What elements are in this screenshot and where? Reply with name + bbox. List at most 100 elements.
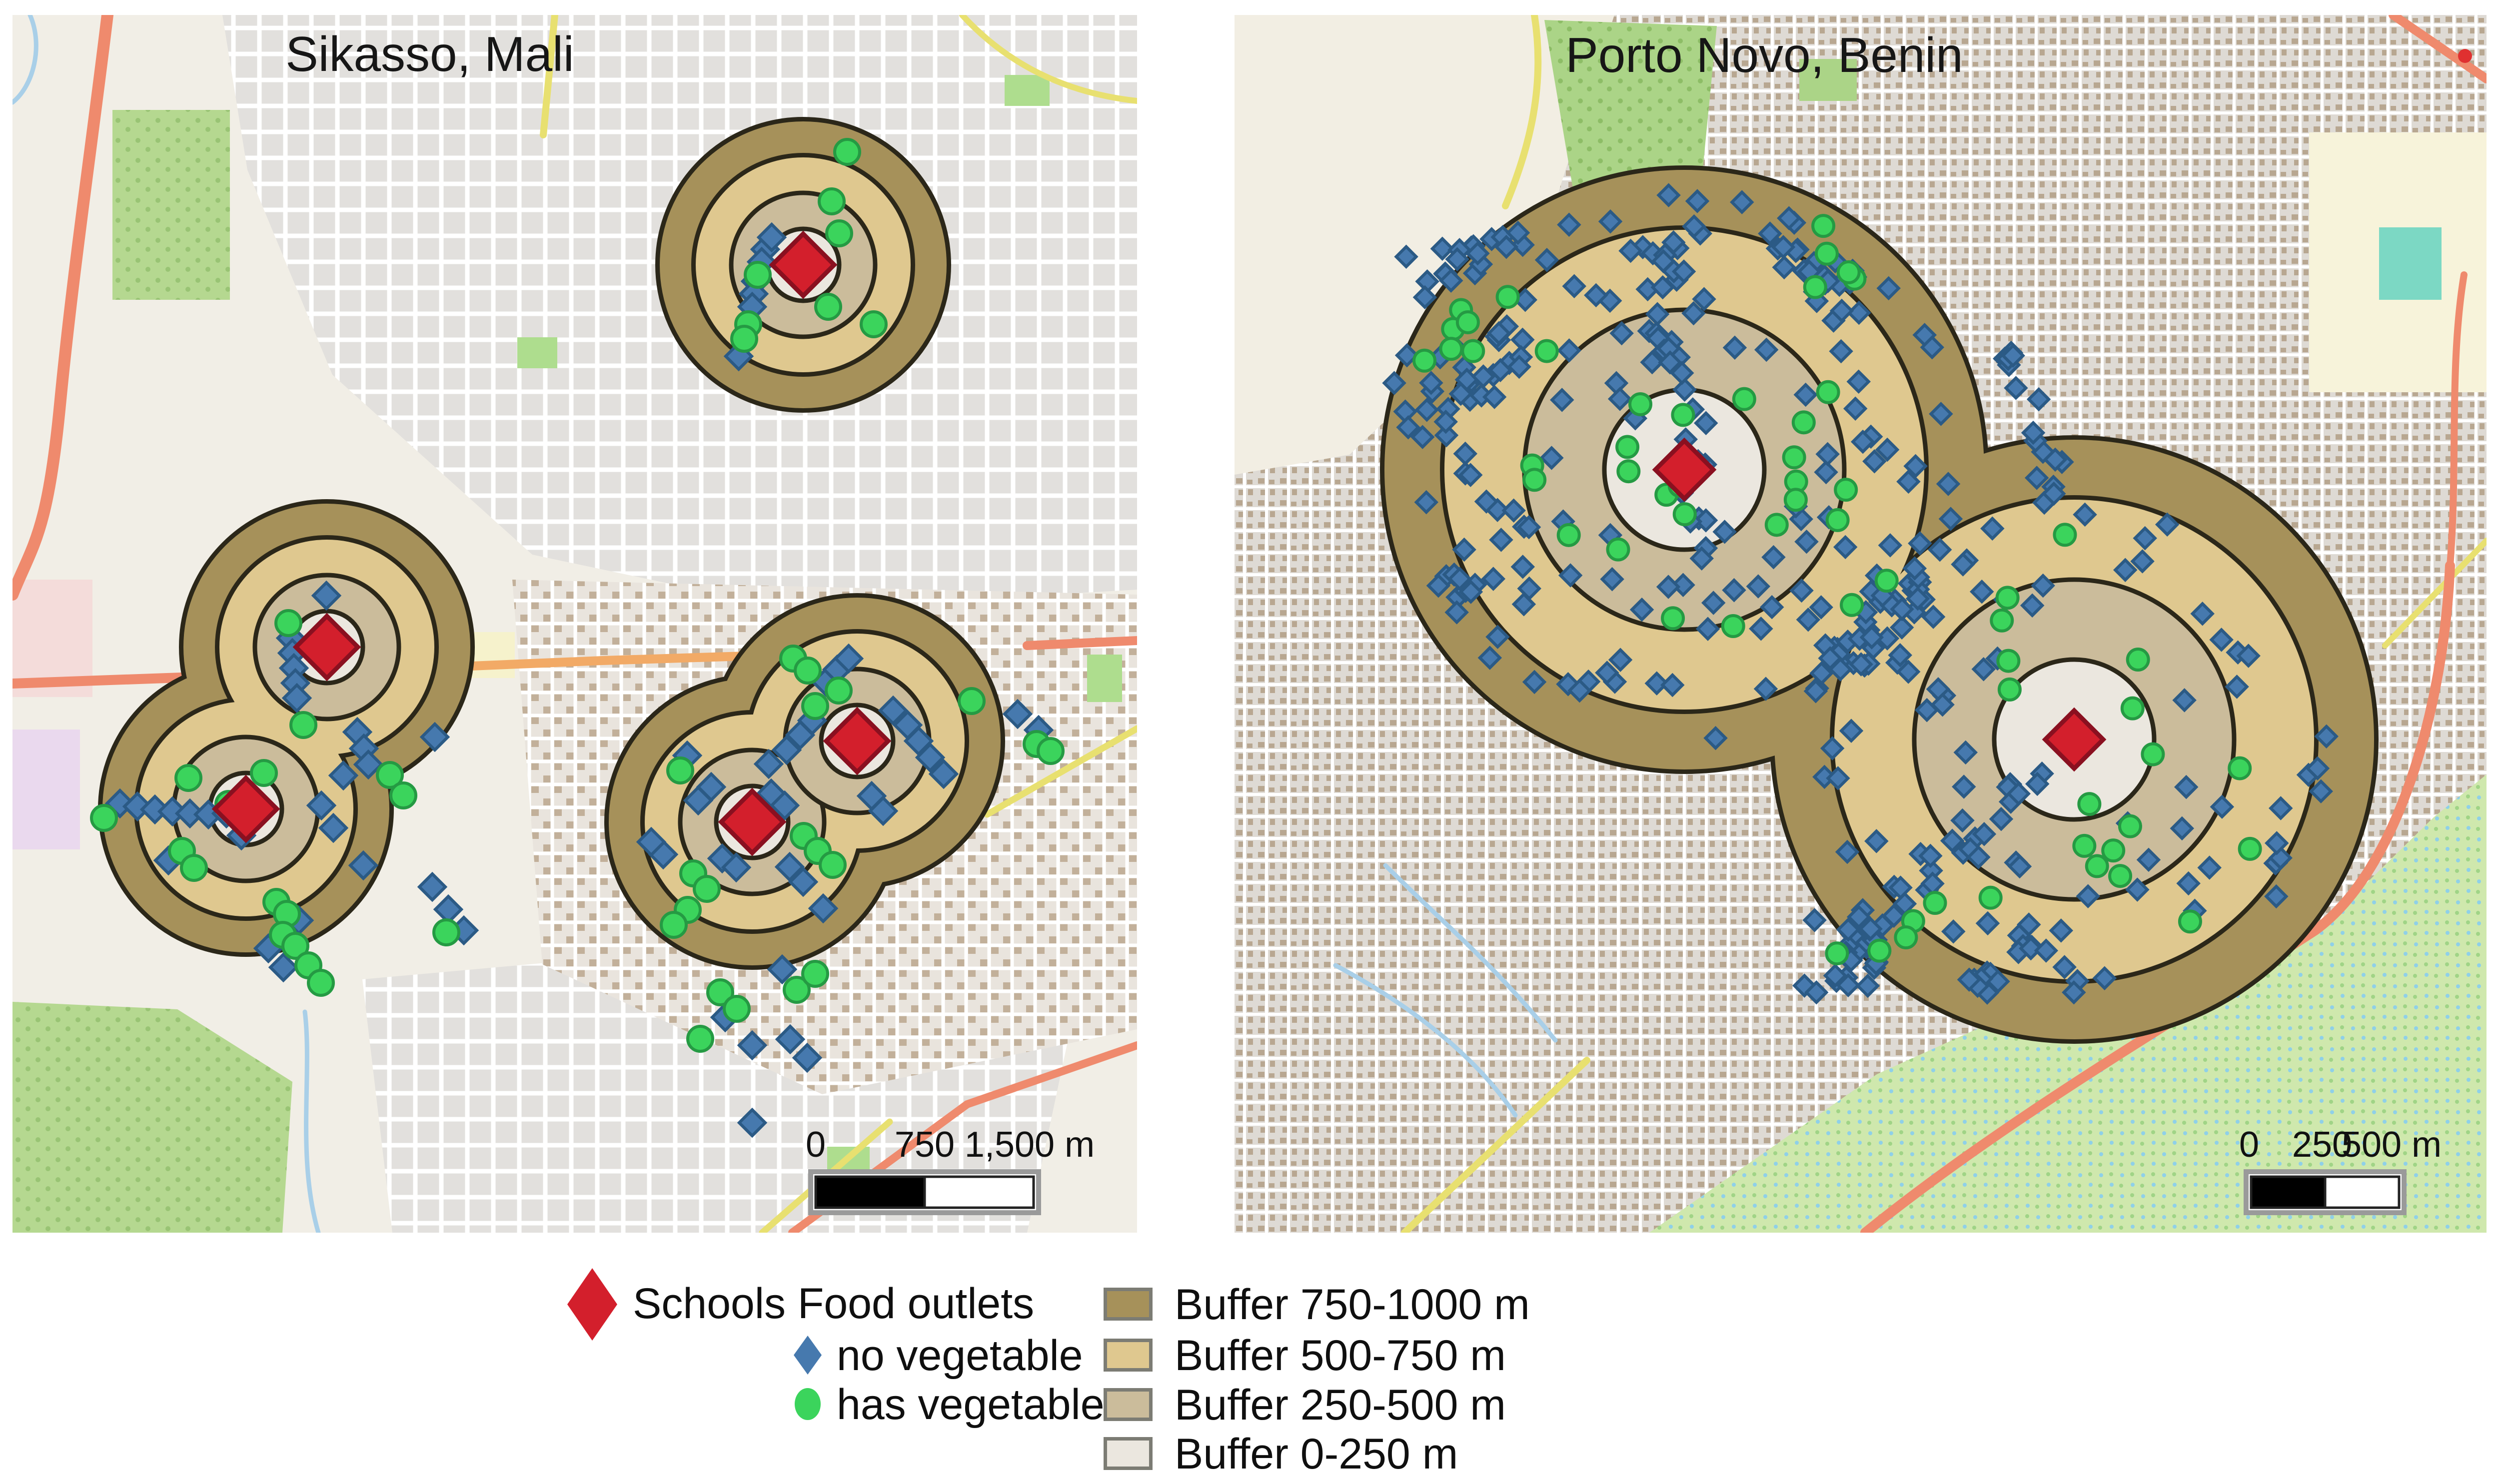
no-vegetable-outlet-marker xyxy=(1760,595,1784,620)
has-vegetable-outlet-marker xyxy=(1782,445,1806,470)
no-vegetable-outlet-marker xyxy=(1971,657,1996,682)
has-vegetable-outlet-marker xyxy=(1556,523,1581,547)
has-vegetable-outlet-marker xyxy=(860,310,888,338)
no-vegetable-outlet-marker xyxy=(281,683,312,714)
no-vegetable-outlet-marker xyxy=(1930,693,1955,717)
has-vegetable-outlet-marker xyxy=(1615,435,1640,459)
has-vegetable-outlet-marker xyxy=(723,995,751,1023)
buffer-750-1000-label: Buffer 750-1000 m xyxy=(1175,1281,1530,1329)
no-vegetable-outlet-marker xyxy=(683,785,714,816)
no-vegetable-outlet-marker xyxy=(1584,283,1608,308)
no-vegetable-outlet-marker xyxy=(1458,463,1483,487)
no-vegetable-outlet-marker xyxy=(1558,563,1583,588)
no-vegetable-outlet-marker xyxy=(1557,338,1581,363)
no-vegetable-outlet-marker xyxy=(915,742,946,773)
no-vegetable-outlet-marker xyxy=(2025,771,2050,796)
no-vegetable-outlet-marker xyxy=(1875,437,1900,462)
has-vegetable-outlet-marker xyxy=(1791,410,1816,435)
no-vegetable-outlet-marker xyxy=(1820,736,1845,760)
no-vegetable-outlet-marker xyxy=(1482,385,1507,409)
no-vegetable-outlet-marker xyxy=(1693,508,1718,533)
no-vegetable-outlet-marker xyxy=(328,760,359,791)
scale-label: 750 xyxy=(895,1125,955,1165)
no-vegetable-outlet-marker xyxy=(1809,661,1834,686)
no-vegetable-outlet-marker xyxy=(1789,578,1814,603)
no-vegetable-outlet-marker xyxy=(2001,343,2025,368)
no-vegetable-outlet-marker xyxy=(1505,220,1530,245)
no-vegetable-outlet-marker xyxy=(1607,387,1632,411)
no-vegetable-outlet-marker xyxy=(419,722,450,752)
no-vegetable-legend-label: no vegetable xyxy=(837,1332,1083,1380)
has-vegetable-outlet-marker xyxy=(2118,814,2142,838)
no-vegetable-outlet-marker xyxy=(1804,980,1829,1005)
has-vegetable-outlet-marker xyxy=(1661,606,1685,631)
has-vegetable-outlet-marker xyxy=(2126,648,2150,672)
map-title-sikasso: Sikasso, Mali xyxy=(285,26,574,81)
has-vegetable-outlet-marker xyxy=(1672,502,1697,527)
no-vegetable-outlet-marker xyxy=(1658,350,1682,375)
no-vegetable-outlet-marker xyxy=(1839,719,1864,743)
no-vegetable-outlet-marker xyxy=(1640,350,1664,375)
no-vegetable-outlet-marker xyxy=(1689,546,1714,571)
has-vegetable-outlet-marker xyxy=(1840,593,1864,617)
has-vegetable-outlet-marker xyxy=(1495,285,1520,309)
no-vegetable-outlet-marker xyxy=(1510,555,1535,579)
has-vegetable-outlet-marker xyxy=(819,851,847,879)
has-vegetable-outlet-marker xyxy=(2085,854,2109,878)
no-vegetable-outlet-marker xyxy=(1905,586,1930,611)
no-vegetable-outlet-marker xyxy=(2269,796,2293,820)
has-vegetable-outlet-marker xyxy=(1616,459,1641,484)
no-vegetable-outlet-marker xyxy=(1953,740,1978,765)
no-vegetable-outlet-marker xyxy=(1488,358,1513,382)
no-vegetable-outlet-marker xyxy=(1481,567,1506,591)
no-vegetable-outlet-marker xyxy=(1846,904,1871,929)
no-vegetable-outlet-marker xyxy=(1908,531,1932,556)
schools-legend-label: Schools xyxy=(633,1280,798,1328)
no-vegetable-outlet-marker xyxy=(2113,558,2138,582)
no-vegetable-outlet-marker xyxy=(1823,963,1848,988)
buffer-500-750-swatch xyxy=(1104,1339,1153,1372)
has-vegetable-outlet-marker xyxy=(2228,756,2252,780)
no-vegetable-outlet-marker xyxy=(1753,677,1778,701)
no-vegetable-outlet-marker xyxy=(1966,845,1991,869)
no-vegetable-outlet-marker xyxy=(1651,249,1676,274)
no-vegetable-outlet-marker xyxy=(1864,829,1889,853)
no-vegetable-outlet-marker xyxy=(2031,573,2055,598)
no-vegetable-outlet-marker xyxy=(1903,454,1928,479)
has-vegetable-outlet-marker xyxy=(2101,838,2126,863)
no-vegetable-outlet-marker xyxy=(1835,839,1860,864)
school-markers xyxy=(211,230,892,856)
no-vegetable-outlet-marker xyxy=(1809,595,1833,620)
schools-legend-marker xyxy=(567,1268,617,1341)
no-vegetable-outlet-marker xyxy=(1410,425,1435,449)
no-vegetable-outlet-marker xyxy=(769,790,800,821)
no-vegetable-outlet-marker xyxy=(2062,980,2086,1005)
no-vegetable-outlet-marker xyxy=(2076,884,2100,908)
map-portonovo: Porto Novo, Benin 0 250 500 m xyxy=(1235,15,2487,1233)
no-vegetable-outlet-marker xyxy=(774,851,805,882)
no-vegetable-outlet-marker xyxy=(353,749,384,780)
no-vegetable-outlet-marker xyxy=(2174,774,2199,799)
has-vegetable-outlet-marker xyxy=(801,960,829,988)
no-vegetable-outlet-marker xyxy=(1929,402,1953,426)
no-vegetable-outlet-marker xyxy=(1414,398,1439,422)
has-vegetable-outlet-marker xyxy=(2053,523,2077,547)
has-vegetable-outlet-marker xyxy=(794,657,822,685)
no-vegetable-outlet-marker xyxy=(1761,545,1786,570)
no-vegetable-outlet-marker xyxy=(1814,460,1838,485)
no-vegetable-outlet-marker xyxy=(833,643,864,674)
has-vegetable-outlet-marker xyxy=(1894,925,1918,949)
no-vegetable-outlet-marker xyxy=(1815,442,1840,467)
has-vegetable-outlet-marker xyxy=(1867,938,1892,963)
no-vegetable-outlet-marker xyxy=(1489,528,1513,552)
no-vegetable-outlet-marker xyxy=(1695,617,1720,641)
no-vegetable-outlet-marker xyxy=(1598,209,1623,234)
no-vegetable-outlet-marker xyxy=(1671,259,1696,284)
has-vegetable-outlet-marker xyxy=(1412,348,1437,373)
no-vegetable-outlet-marker xyxy=(1970,579,1994,604)
no-vegetable-outlet-marker xyxy=(348,850,379,881)
no-vegetable-outlet-marker xyxy=(868,795,899,826)
no-vegetable-outlet-marker xyxy=(2197,855,2222,880)
no-vegetable-outlet-marker xyxy=(1829,339,1853,364)
